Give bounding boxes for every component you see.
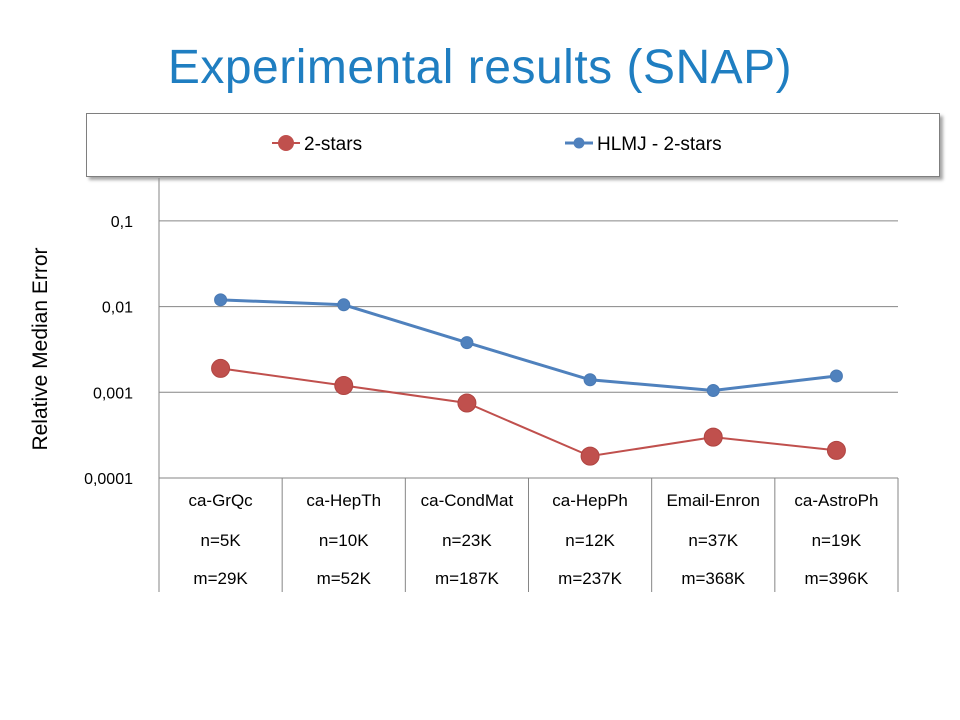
legend-label: HLMJ - 2-stars <box>597 134 722 155</box>
x-category-label: Email-Enron <box>666 491 760 510</box>
category-table: ca-GrQc n=5K m=29K ca-HepTh n=10K m=52K ca-Con… <box>188 478 899 592</box>
x-category-n-label: n=19K <box>812 531 862 550</box>
data-point <box>580 446 600 466</box>
data-point <box>829 369 843 383</box>
data-point <box>703 427 723 447</box>
data-point <box>214 293 228 307</box>
x-category-m-label: m=237K <box>558 569 622 588</box>
y-tick-label: 0,001 <box>93 385 133 402</box>
series-line-two-stars <box>220 367 837 458</box>
legend-marker <box>278 135 294 151</box>
y-axis-title: Relative Median Error <box>29 247 52 450</box>
slide-title: Experimental results (SNAP) <box>167 41 793 94</box>
data-point <box>334 376 354 396</box>
legend-marker <box>573 137 585 149</box>
x-category-label: ca-AstroPh <box>794 491 878 510</box>
data-point <box>706 383 720 397</box>
data-point <box>460 336 474 350</box>
x-category-n-label: n=5K <box>200 531 241 550</box>
grid-lines <box>159 220 898 479</box>
data-point <box>826 440 846 460</box>
legend-label: 2-stars <box>304 134 362 155</box>
x-category-m-label: m=187K <box>435 569 499 588</box>
y-tick-label: 0,0001 <box>84 471 133 488</box>
x-category-n-label: n=10K <box>319 531 369 550</box>
x-category-m-label: m=29K <box>193 569 248 588</box>
data-point <box>337 298 351 312</box>
x-category-label: ca-CondMat <box>421 491 514 510</box>
x-category-m-label: m=368K <box>681 569 745 588</box>
x-category-n-label: n=37K <box>688 531 738 550</box>
data-point <box>583 373 597 387</box>
data-series <box>211 293 846 466</box>
legend-entries: 2-stars HLMJ - 2-stars <box>272 134 722 155</box>
x-category-label: ca-HepTh <box>306 491 381 510</box>
x-category-n-label: n=23K <box>442 531 492 550</box>
y-tick-label: 0,01 <box>102 300 133 317</box>
x-category-m-label: m=52K <box>317 569 372 588</box>
data-point <box>211 358 231 378</box>
x-category-m-label: m=396K <box>805 569 869 588</box>
chart-legend-box <box>86 113 940 177</box>
axes: 0,0001 0,001 0,01 0,1 <box>84 178 160 592</box>
x-category-label: ca-HepPh <box>552 491 628 510</box>
y-tick-label: 0,1 <box>111 214 133 231</box>
data-point <box>457 393 477 413</box>
series-line-hlmj-two-stars <box>220 298 837 392</box>
x-category-label: ca-GrQc <box>188 491 253 510</box>
x-category-n-label: n=12K <box>565 531 615 550</box>
